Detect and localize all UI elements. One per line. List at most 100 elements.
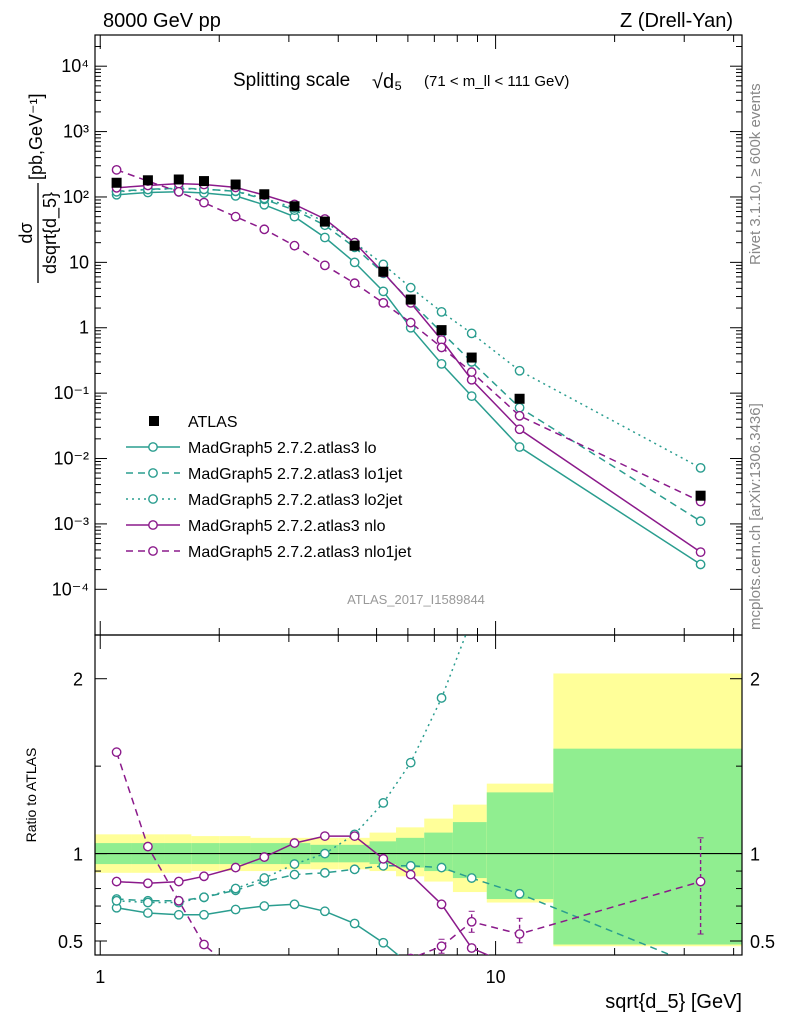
ratio-series-marker <box>349 864 360 875</box>
plot-title: Splitting scale √d₅ (71 < m_ll < 111 GeV… <box>233 70 569 93</box>
series-marker <box>173 186 184 197</box>
y-axis-label: dσ dsqrt{d_5} [pb,GeV⁻¹] <box>16 93 61 283</box>
plot-title-symbol: √d₅ <box>372 71 402 93</box>
series-marker <box>378 297 389 308</box>
legend-atlas-marker <box>149 416 159 426</box>
ratio-y-tick-label: 2 <box>750 670 760 690</box>
stat-band <box>486 792 554 900</box>
ratio-panel-bands <box>95 673 742 947</box>
plot-title-range: (71 < m_ll < 111 GeV) <box>424 73 569 90</box>
ratio-series-line <box>115 751 701 955</box>
series-marker <box>466 391 477 402</box>
atlas-data-point <box>173 174 184 185</box>
ratio-series-line <box>116 865 673 955</box>
ratio-series-marker <box>405 860 416 871</box>
ratio-series-marker <box>515 998 523 1006</box>
ratio-series-marker <box>436 693 447 703</box>
ratio-series-marker <box>259 873 270 883</box>
ratio-series-marker <box>379 968 387 976</box>
stat-band <box>553 748 742 945</box>
atlas-data-point <box>289 201 300 212</box>
ratio-series-marker <box>143 878 153 889</box>
ratio-series-marker <box>111 895 122 906</box>
series-marker <box>349 257 360 268</box>
series-marker <box>695 462 706 473</box>
ratio-series-marker <box>437 975 445 983</box>
y-tick-label: 10 <box>69 252 89 272</box>
legend-marker <box>148 442 158 452</box>
analysis-tag: ATLAS_2017_I1589844 <box>347 592 485 607</box>
x-tick-label: 1 <box>95 967 105 987</box>
y-axis-label-denominator: dsqrt{d_5} <box>40 192 61 274</box>
series-marker <box>259 224 270 235</box>
legend-marker <box>148 520 158 530</box>
ratio-series-marker <box>199 939 209 950</box>
series-marker <box>436 306 447 317</box>
ratio-series-marker <box>289 869 300 880</box>
ratio-series-marker <box>143 897 153 908</box>
atlas-data-point <box>436 325 447 336</box>
y-tick-label: 10⁻² <box>53 449 89 469</box>
atlas-data-point <box>349 240 360 251</box>
series-marker <box>405 282 416 293</box>
ratio-series-marker <box>319 848 330 859</box>
legend-marker <box>148 468 158 478</box>
ratio-series-marker <box>289 899 300 910</box>
series-marker <box>111 164 122 175</box>
ratio-series-marker <box>467 615 475 623</box>
ratio-series-marker <box>290 979 298 987</box>
ratio-series-marker <box>514 888 525 899</box>
process-label: Z (Drell-Yan) <box>620 10 733 32</box>
ratio-series-marker <box>407 953 415 955</box>
series-marker <box>436 358 447 369</box>
y-tick-label: 10⁻¹ <box>53 383 89 403</box>
atlas-data-point <box>230 179 241 190</box>
ratio-series-marker <box>466 943 477 953</box>
series-line <box>116 187 701 522</box>
ratio-y-tick-label: 1 <box>73 845 83 865</box>
ratio-series-marker <box>515 552 523 560</box>
ratio-series-marker <box>259 852 270 862</box>
ratio-series-marker <box>436 862 447 873</box>
ratio-series-marker <box>319 831 330 841</box>
ratio-series-marker <box>230 904 241 915</box>
atlas-data-point <box>466 352 477 363</box>
mcplots-label: mcplots.cern.ch [arXiv:1306.3436] <box>747 403 764 630</box>
ratio-series-marker <box>143 908 153 918</box>
y-tick-label: 10³ <box>63 122 89 142</box>
x-axis-label: sqrt{d_5} [GeV] <box>605 991 742 1013</box>
atlas-data-point <box>695 490 706 501</box>
legend-label: MadGraph5 2.7.2.atlas3 lo <box>188 440 377 457</box>
ratio-series-marker <box>349 918 360 929</box>
ratio-series-marker <box>199 909 209 920</box>
ratio-series-marker <box>407 961 415 969</box>
y-tick-label: 10⁻³ <box>53 514 89 534</box>
series-marker <box>319 260 330 271</box>
y-axis-label-unit: [pb,GeV⁻¹] <box>26 93 46 180</box>
ratio-series-marker <box>515 965 523 973</box>
legend-marker <box>148 546 158 556</box>
series-marker <box>514 410 525 421</box>
ratio-series-marker <box>199 892 209 903</box>
ratio-series-marker <box>405 869 416 880</box>
ratio-series-marker <box>260 974 268 982</box>
rivet-label: Rivet 3.1.10, ≥ 600k events <box>747 83 764 265</box>
plot-title-text: Splitting scale <box>233 70 350 91</box>
ratio-series-marker <box>466 873 477 883</box>
series-marker <box>514 442 525 452</box>
ratio-series-marker <box>405 757 416 768</box>
ratio-series-marker <box>378 797 389 808</box>
atlas-data-point <box>378 266 389 277</box>
series-marker <box>466 328 477 339</box>
series-marker <box>199 197 209 208</box>
ratio-series-marker <box>289 838 300 848</box>
ratio-series-marker <box>436 941 447 952</box>
series-marker <box>695 516 706 527</box>
atlas-data-point <box>142 175 153 186</box>
ratio-series-marker <box>321 981 329 989</box>
series-marker <box>319 232 330 243</box>
series-marker <box>695 547 706 558</box>
x-tick-label: 10 <box>486 967 506 987</box>
series-marker <box>405 317 416 328</box>
ratio-series-marker <box>695 876 706 887</box>
